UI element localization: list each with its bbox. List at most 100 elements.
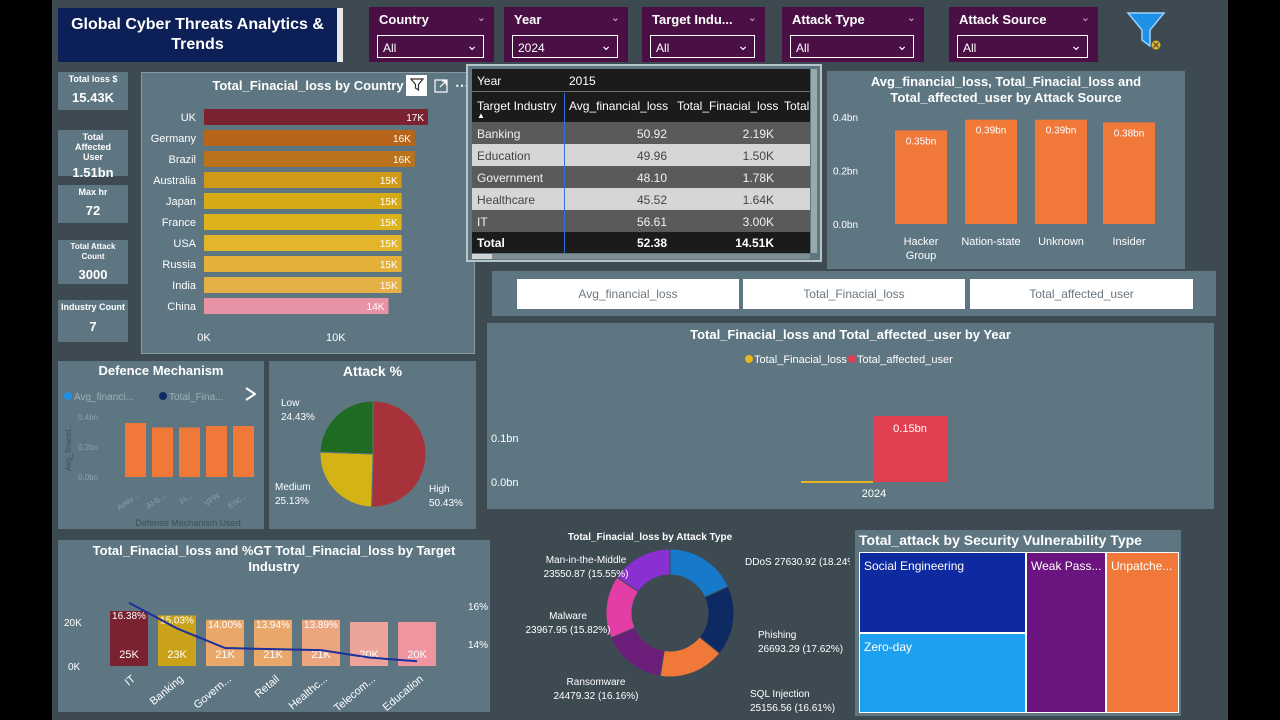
slicer-attack-source-title: Attack Source xyxy=(959,12,1047,27)
year-legend-marker xyxy=(848,355,856,363)
treemap-tile-unpatched[interactable]: Unpatche... xyxy=(1106,552,1179,713)
horizontal-scrollbar[interactable] xyxy=(472,254,810,259)
kpi-total-attack-count: Total Attack Count 3000 xyxy=(58,240,128,284)
expand-icon[interactable] xyxy=(430,75,451,96)
slicer-country[interactable]: Country ⌄ All ⌄ xyxy=(369,7,494,62)
funnel-icon-svg xyxy=(409,78,424,92)
country-bar xyxy=(204,130,415,146)
column-header-total[interactable]: Total xyxy=(784,99,810,113)
attack-donut-label: Man-in-the-Middle xyxy=(546,555,627,566)
defence-y-tick: 0.2bn xyxy=(78,443,98,452)
country-bar xyxy=(204,151,415,167)
slicer-year-dropdown[interactable]: 2024 ⌄ xyxy=(512,35,618,58)
country-bar xyxy=(204,277,402,293)
slicer-country-dropdown[interactable]: All ⌄ xyxy=(377,35,484,58)
vertical-scrollbar[interactable] xyxy=(811,69,817,253)
source-y-tick: 0.2bn xyxy=(833,167,858,178)
funnel-filter-icon[interactable] xyxy=(1126,10,1166,52)
year-legend-label: Total_Finacial_loss xyxy=(754,354,847,366)
combo-bar xyxy=(254,619,292,666)
slicer-year[interactable]: Year ⌄ 2024 ⌄ xyxy=(504,7,628,62)
source-bar xyxy=(1035,119,1087,224)
table-divider xyxy=(472,91,810,92)
slicer-attack-source-dropdown[interactable]: All ⌄ xyxy=(957,35,1088,58)
attack-donut-label: 25156.56 (16.61%) xyxy=(750,703,835,714)
defence-bar-chart: Avg_financi... Total_Fina... 0.4bn 0.2bn 0.0… xyxy=(64,392,254,528)
kpi-max-hr: Max hr 72 xyxy=(58,185,128,223)
kpi-value: 7 xyxy=(89,319,97,334)
defence-y-tick: 0.0bn xyxy=(78,473,98,482)
column-header-total-loss[interactable]: Total_Finacial_loss xyxy=(677,99,779,113)
country-bar-label: 15K xyxy=(380,239,398,250)
attack-donut-slice xyxy=(616,548,671,593)
kpi-value: 1.51bn xyxy=(72,165,114,180)
funnel-filter-icon-svg xyxy=(1126,12,1166,51)
treemap-tile-weak-password[interactable]: Weak Pass... xyxy=(1026,552,1106,713)
metric-button-affected-user[interactable]: Total_affected_user xyxy=(970,279,1193,309)
defence-bar xyxy=(206,426,227,477)
year-y-tick: 0.0bn xyxy=(491,477,519,489)
attack-source-chart-panel[interactable]: Avg_financial_loss, Total_Finacial_loss … xyxy=(827,71,1185,269)
industry-combo-panel[interactable]: Total_Finacial_loss and %GT Total_Finaci… xyxy=(58,540,490,712)
country-bar xyxy=(204,298,389,314)
source-x-label: Nation-state xyxy=(961,236,1020,248)
treemap-tile-zero-day[interactable]: Zero-day xyxy=(859,633,1026,713)
country-chart-panel[interactable]: Total_Finacial_loss by Country ⋯ UK 17K Ge… xyxy=(141,72,475,354)
combo-bar xyxy=(398,622,436,666)
table-row[interactable]: Healthcare 45.52 1.64K xyxy=(472,188,810,210)
table-content: Year 2015 Target Industry ▲ Avg_financia… xyxy=(472,69,810,253)
play-icon[interactable] xyxy=(244,387,257,401)
slicer-industry-dropdown[interactable]: All ⌄ xyxy=(650,35,755,58)
chevron-down-icon: ⌄ xyxy=(737,37,749,53)
combo-pct-label: 15.03% xyxy=(160,615,194,626)
slicer-country-title: Country xyxy=(379,12,429,27)
table-row[interactable]: Government 48.10 1.78K xyxy=(472,166,810,188)
attack-pie-name: High xyxy=(429,484,450,495)
column-header-industry[interactable]: Target Industry xyxy=(477,99,557,113)
year-x-tick: 2024 xyxy=(862,488,886,500)
attack-pie-title: Attack % xyxy=(342,363,403,379)
attack-pie-panel[interactable]: Attack % High 50.43% Medium 25.13% Low 24.43% xyxy=(269,361,476,529)
treemap-tile-label: Weak Pass... xyxy=(1031,559,1102,573)
scrollbar-thumb[interactable] xyxy=(472,254,492,259)
attack-donut-label: 23550.87 (15.55%) xyxy=(543,569,628,580)
metric-button-total-loss[interactable]: Total_Finacial_loss xyxy=(743,279,965,309)
attack-pie-value: 50.43% xyxy=(429,498,463,509)
table-row[interactable]: IT 56.61 3.00K xyxy=(472,210,810,232)
country-bar-label: 15K xyxy=(380,218,398,229)
industry-table-panel[interactable]: Year 2015 Target Industry ▲ Avg_financia… xyxy=(466,64,822,262)
report-title-text: Global Cyber Threats Analytics & Trends xyxy=(71,16,324,53)
table-row[interactable]: Banking 50.92 2.19K xyxy=(472,122,810,144)
combo-x-tick: Retail xyxy=(253,673,282,700)
country-bar-chart: UK 17K Germany 16K Brazil 16K Australia 15K Japa… xyxy=(151,109,428,344)
defence-x-tick: AI-b... xyxy=(145,491,168,511)
defence-chart-title: Defence Mechanism xyxy=(98,363,224,378)
chevron-down-icon: ⌄ xyxy=(600,37,612,53)
year-chart-panel[interactable]: Total_Finacial_loss and Total_affected_u… xyxy=(487,323,1214,509)
slicer-target-industry[interactable]: Target Indu... ⌄ All ⌄ xyxy=(642,7,765,62)
total-row-total: 14.51K xyxy=(735,236,774,250)
attack-pie-value: 25.13% xyxy=(275,496,309,507)
attack-donut-chart: DDoS 27630.92 (18.24%) Phishing 26693.29 (… xyxy=(525,548,850,714)
funnel-icon[interactable] xyxy=(406,75,427,96)
defence-x-tick: Enc... xyxy=(226,491,248,510)
country-axis-label: Japan xyxy=(166,196,196,208)
attack-source-bar-chart: 0.4bn 0.2bn 0.0bn 0.35bn Hacker Group 0.39bn Na… xyxy=(833,113,1155,262)
slicer-attack-type[interactable]: Attack Type ⌄ All ⌄ xyxy=(782,7,924,62)
more-icon[interactable]: ⋯ xyxy=(455,77,469,93)
combo-x-tick: Healthc... xyxy=(287,673,330,712)
table-row[interactable]: Education 49.96 1.50K xyxy=(472,144,810,166)
attack-donut-panel[interactable]: Total_Finacial_loss by Attack Type DDoS … xyxy=(490,527,850,717)
treemap-tile-social-engineering[interactable]: Social Engineering xyxy=(859,552,1026,633)
column-header-avg[interactable]: Avg_financial_loss xyxy=(569,99,669,113)
slicer-attack-type-dropdown[interactable]: All ⌄ xyxy=(790,35,914,58)
treemap-panel[interactable]: Total_attack by Security Vulnerability T… xyxy=(855,530,1181,716)
table-cell-industry: Banking xyxy=(477,127,521,141)
slicer-attack-source-value: All xyxy=(963,41,977,55)
defence-x-tick: Antiv... xyxy=(115,491,140,512)
country-bar-label: 15K xyxy=(380,260,398,271)
defence-chart-panel[interactable]: Defence Mechanism Avg_financi... Total_Fi… xyxy=(58,361,264,529)
slicer-attack-source[interactable]: Attack Source ⌄ All ⌄ xyxy=(949,7,1098,62)
metric-button-avg[interactable]: Avg_financial_loss xyxy=(517,279,739,309)
year-y-tick: 0.1bn xyxy=(491,433,519,445)
